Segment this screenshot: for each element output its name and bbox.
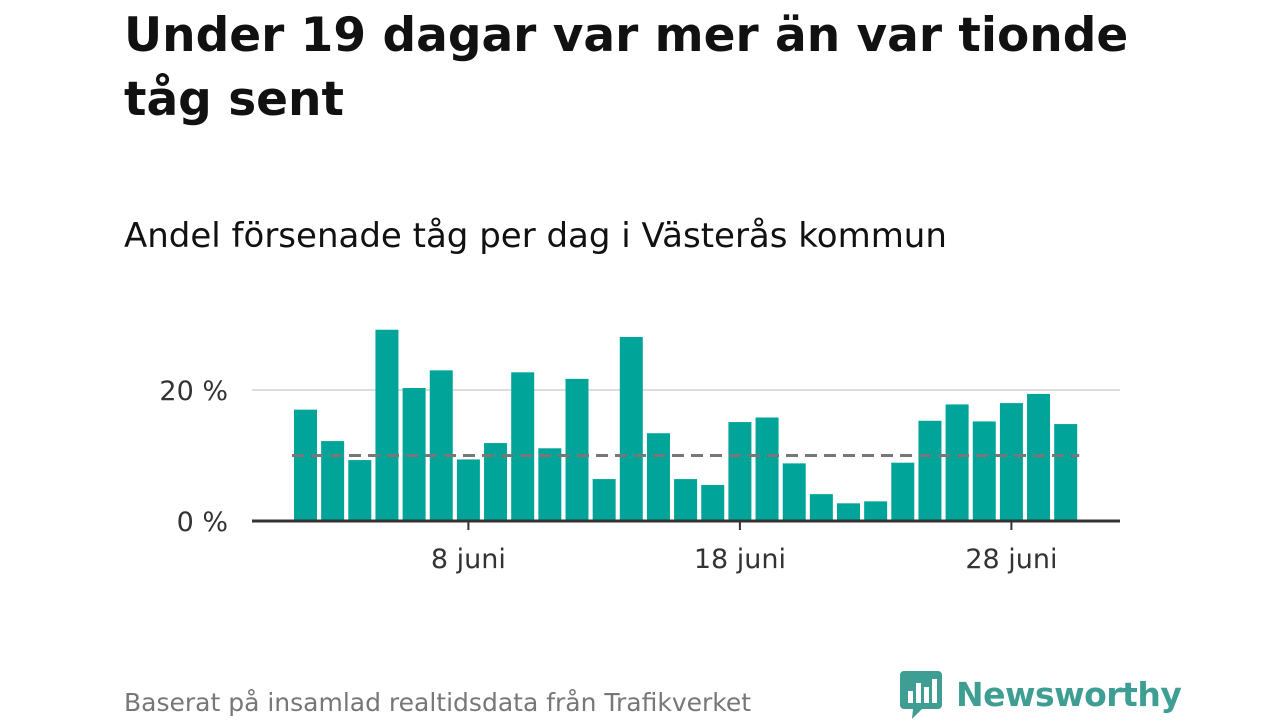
bar xyxy=(321,441,345,521)
x-tick-label: 8 juni xyxy=(431,544,506,575)
bar-chart: 0 % 20 % 8 juni 18 juni 28 juni xyxy=(159,329,1120,575)
bar xyxy=(429,370,453,521)
y-tick-label: 0 % xyxy=(177,507,228,538)
y-tick-label: 20 % xyxy=(159,376,228,407)
bar xyxy=(809,494,833,521)
brand-name: Newsworthy xyxy=(956,674,1182,714)
bar xyxy=(674,479,698,521)
bar xyxy=(511,372,535,521)
bar xyxy=(619,336,643,521)
bar xyxy=(294,409,317,521)
bar xyxy=(999,403,1023,521)
bar xyxy=(918,420,942,521)
bar xyxy=(945,404,969,521)
bar xyxy=(755,417,779,521)
bar xyxy=(375,329,399,521)
bar xyxy=(538,448,562,521)
bar xyxy=(972,421,996,521)
bar xyxy=(728,422,752,521)
bar xyxy=(782,463,806,521)
bar xyxy=(891,462,915,521)
source-note: Baserat på insamlad realtidsdata från Tr… xyxy=(124,688,752,717)
bar xyxy=(1027,393,1051,521)
bar xyxy=(701,484,725,521)
bar xyxy=(592,479,616,521)
chart-subtitle: Andel försenade tåg per dag i Västerås k… xyxy=(124,216,947,256)
x-tick-label: 18 juni xyxy=(694,544,786,575)
newsworthy-chart-bubble-icon xyxy=(900,671,942,719)
chart-title: Under 19 dagar var mer än var tionde tåg… xyxy=(124,8,1129,127)
bar xyxy=(864,501,888,521)
bar xyxy=(1054,424,1078,521)
bar xyxy=(484,443,508,521)
brand-logo: Newsworthy xyxy=(900,668,1182,720)
x-tick-label: 28 juni xyxy=(965,544,1057,575)
bar xyxy=(837,503,860,521)
bar xyxy=(565,378,589,521)
bar xyxy=(646,433,670,521)
bar xyxy=(348,460,372,521)
bar xyxy=(456,459,480,521)
